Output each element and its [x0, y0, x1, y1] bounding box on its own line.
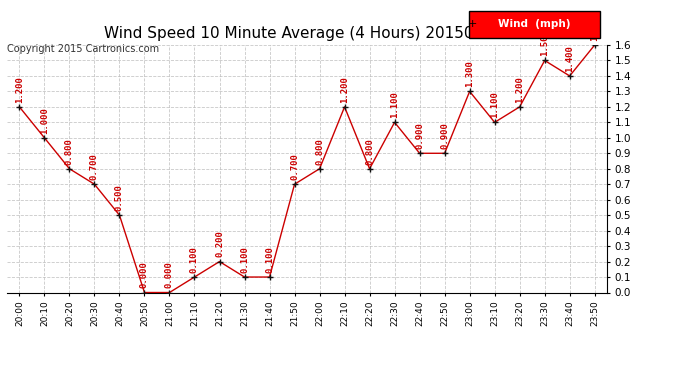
Text: 0.800: 0.800 — [315, 138, 324, 165]
Text: 0.100: 0.100 — [265, 246, 274, 273]
Text: Wind Speed 10 Minute Average (4 Hours) 20150703: Wind Speed 10 Minute Average (4 Hours) 2… — [104, 26, 503, 41]
Text: 0.500: 0.500 — [115, 184, 124, 211]
Text: 0.800: 0.800 — [365, 138, 374, 165]
Text: 1.000: 1.000 — [40, 107, 49, 134]
Text: 0.200: 0.200 — [215, 231, 224, 257]
Text: 1.400: 1.400 — [565, 45, 574, 72]
Text: 0.900: 0.900 — [415, 122, 424, 149]
Text: 0.100: 0.100 — [240, 246, 249, 273]
Text: 0.700: 0.700 — [90, 153, 99, 180]
Text: +: + — [468, 20, 477, 29]
Text: 1.500: 1.500 — [540, 29, 549, 56]
Text: 0.000: 0.000 — [165, 261, 174, 288]
Text: 0.800: 0.800 — [65, 138, 74, 165]
Text: 1.100: 1.100 — [490, 91, 499, 118]
Text: 1.600: 1.600 — [590, 14, 599, 41]
Text: 0.900: 0.900 — [440, 122, 449, 149]
Text: 0.700: 0.700 — [290, 153, 299, 180]
Text: 0.100: 0.100 — [190, 246, 199, 273]
Text: 1.200: 1.200 — [15, 76, 24, 103]
Text: 1.200: 1.200 — [515, 76, 524, 103]
Text: 0.000: 0.000 — [140, 261, 149, 288]
Text: 1.200: 1.200 — [340, 76, 349, 103]
Text: Wind  (mph): Wind (mph) — [498, 20, 571, 29]
Text: 1.300: 1.300 — [465, 60, 474, 87]
Text: 1.100: 1.100 — [390, 91, 399, 118]
Text: Copyright 2015 Cartronics.com: Copyright 2015 Cartronics.com — [7, 45, 159, 54]
